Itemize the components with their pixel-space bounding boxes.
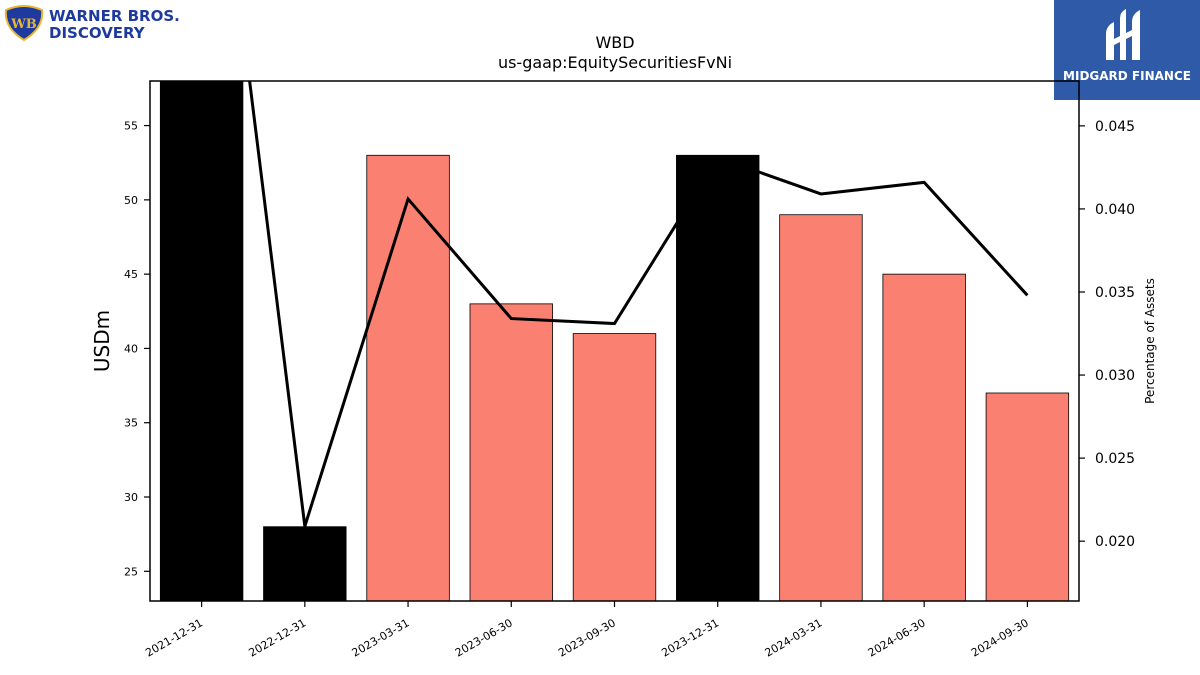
midgard-finance-mark-icon xyxy=(1106,9,1140,60)
wb-shield-icon xyxy=(4,5,44,42)
y-tick-label: 50 xyxy=(124,194,138,207)
bar-2022-12-31 xyxy=(263,526,347,601)
wb-logo-line2: DISCOVERY xyxy=(49,24,146,42)
y-tick-label: 45 xyxy=(124,268,138,281)
warner-bros-discovery-logo: WB WARNER BROS. DISCOVERY xyxy=(4,4,194,44)
x-tick-label: 2023-09-30 xyxy=(556,616,618,659)
bar-2024-09-30 xyxy=(985,392,1070,601)
svg-text:WB: WB xyxy=(10,17,37,32)
bar-2023-06-30 xyxy=(469,303,553,601)
midgard-finance-text: MIDGARD FINANCE xyxy=(1063,69,1191,83)
y2-tick-label: 0.020 xyxy=(1095,534,1135,550)
bar-2023-03-31 xyxy=(366,154,450,601)
y2-tick-label: 0.025 xyxy=(1095,451,1135,467)
y2-axis-label: Percentage of Assets xyxy=(1143,278,1157,404)
chart-title: WBD xyxy=(595,33,634,52)
bar-2023-09-30 xyxy=(572,333,657,601)
bar-2021-12-31 xyxy=(159,81,244,601)
y-tick-label: 25 xyxy=(124,565,138,578)
x-tick-label: 2022-12-31 xyxy=(246,616,308,659)
y-tick-label: 35 xyxy=(124,417,138,430)
bar-2024-03-31 xyxy=(779,214,863,601)
y2-tick-label: 0.045 xyxy=(1095,119,1135,135)
y-tick-label: 40 xyxy=(124,342,138,355)
y-tick-label: 30 xyxy=(124,491,138,504)
x-tick-label: 2024-06-30 xyxy=(866,616,928,659)
bar-2024-06-30 xyxy=(882,273,966,601)
y2-tick-label: 0.035 xyxy=(1095,285,1135,301)
x-tick-label: 2023-12-31 xyxy=(659,616,721,659)
y-axis-label: USDm xyxy=(90,310,114,372)
x-tick-label: 2023-06-30 xyxy=(453,616,515,659)
x-tick-label: 2024-03-31 xyxy=(763,616,825,659)
x-tick-label: 2024-09-30 xyxy=(969,616,1031,659)
chart-subtitle: us-gaap:EquitySecuritiesFvNi xyxy=(498,53,732,72)
wb-logo-line1: WARNER BROS. xyxy=(49,7,180,25)
y2-tick-label: 0.040 xyxy=(1095,202,1135,218)
x-tick-label: 2023-03-31 xyxy=(350,616,412,659)
y-tick-label: 55 xyxy=(124,120,138,133)
bar-2023-12-31 xyxy=(676,154,760,601)
y2-tick-label: 0.030 xyxy=(1095,368,1135,384)
x-tick-label: 2021-12-31 xyxy=(143,616,205,659)
percentage-of-assets-line xyxy=(248,81,1029,527)
